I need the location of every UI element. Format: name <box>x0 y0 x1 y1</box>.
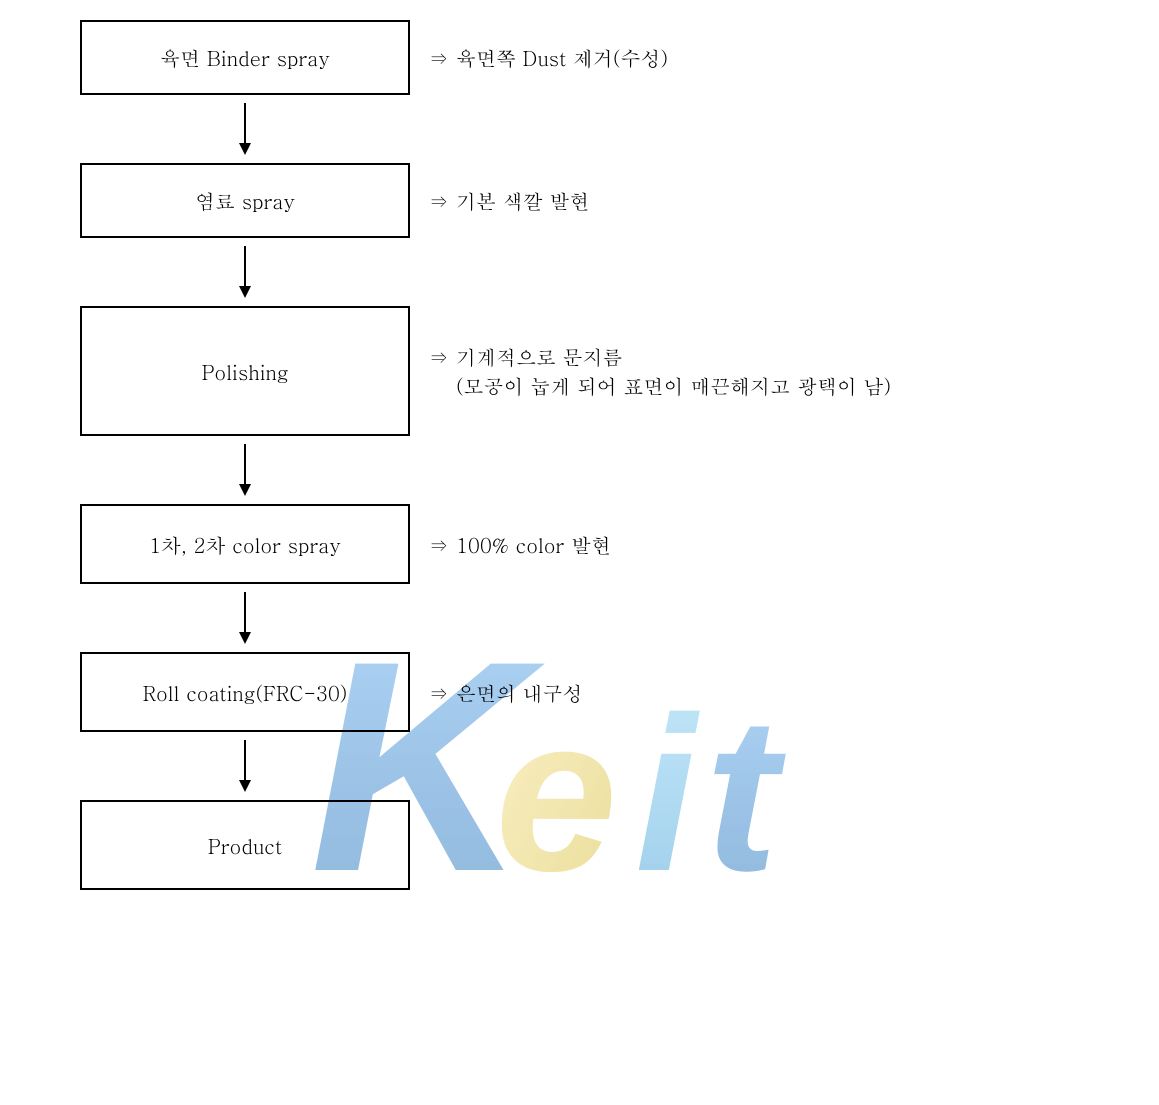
step-label: 1차, 2차 color spray <box>149 530 341 559</box>
down-arrow-5 <box>80 732 410 800</box>
step-box-dye-spray: 염료 spray <box>80 163 410 238</box>
step-box-roll-coating: Roll coating(FRC-30) <box>80 652 410 732</box>
step-box-binder-spray: 육면 Binder spray <box>80 20 410 95</box>
arrow-right-icon: ⇒ <box>428 530 448 559</box>
step-annotation-1: ⇒ 육면쪽 Dust 제거(수성) <box>428 43 668 72</box>
step-box-color-spray: 1차, 2차 color spray <box>80 504 410 584</box>
annotation-line: 100% color 발현 <box>456 530 611 559</box>
step-row-5: Roll coating(FRC-30) ⇒ 은면의 내구성 <box>80 652 1139 732</box>
step-label: Polishing <box>201 357 288 386</box>
step-box-product: Product <box>80 800 410 890</box>
down-arrow-2 <box>80 238 410 306</box>
annotation-line: 은면의 내구성 <box>456 678 583 707</box>
arrow-down-icon <box>235 440 255 500</box>
arrow-down-icon <box>235 736 255 796</box>
step-label: Product <box>208 831 282 860</box>
annotation-line: (모공이 눕게 되어 표면이 매끈해지고 광택이 남) <box>456 371 891 400</box>
step-annotation-3: ⇒ 기계적으로 문지름 (모공이 눕게 되어 표면이 매끈해지고 광택이 남) <box>428 342 891 400</box>
arrow-right-icon: ⇒ <box>428 342 448 371</box>
step-row-2: 염료 spray ⇒ 기본 색깔 발현 <box>80 163 1139 238</box>
arrow-down-icon <box>235 588 255 648</box>
step-row-1: 육면 Binder spray ⇒ 육면쪽 Dust 제거(수성) <box>80 20 1139 95</box>
arrow-down-icon <box>235 242 255 302</box>
down-arrow-1 <box>80 95 410 163</box>
step-label: 육면 Binder spray <box>160 43 330 72</box>
arrow-right-icon: ⇒ <box>428 43 448 72</box>
arrow-right-icon: ⇒ <box>428 678 448 707</box>
step-annotation-2: ⇒ 기본 색깔 발현 <box>428 186 589 215</box>
down-arrow-4 <box>80 584 410 652</box>
step-annotation-5: ⇒ 은면의 내구성 <box>428 678 583 707</box>
step-row-3: Polishing ⇒ 기계적으로 문지름 (모공이 눕게 되어 표면이 매끈해… <box>80 306 1139 436</box>
flowchart-container: K e i t 육면 Binder spray ⇒ 육면쪽 Dust 제거(수성… <box>20 20 1139 1085</box>
step-row-4: 1차, 2차 color spray ⇒ 100% color 발현 <box>80 504 1139 584</box>
arrow-right-icon: ⇒ <box>428 186 448 215</box>
down-arrow-3 <box>80 436 410 504</box>
arrow-down-icon <box>235 99 255 159</box>
step-label: 염료 spray <box>195 186 295 215</box>
annotation-line: 육면쪽 Dust 제거(수성) <box>456 43 668 72</box>
annotation-line: 기계적으로 문지름 <box>456 342 891 371</box>
annotation-line: 기본 색깔 발현 <box>456 186 589 215</box>
step-label: Roll coating(FRC-30) <box>143 678 348 707</box>
step-box-polishing: Polishing <box>80 306 410 436</box>
step-row-6: Product <box>80 800 1139 890</box>
step-annotation-4: ⇒ 100% color 발현 <box>428 530 611 559</box>
